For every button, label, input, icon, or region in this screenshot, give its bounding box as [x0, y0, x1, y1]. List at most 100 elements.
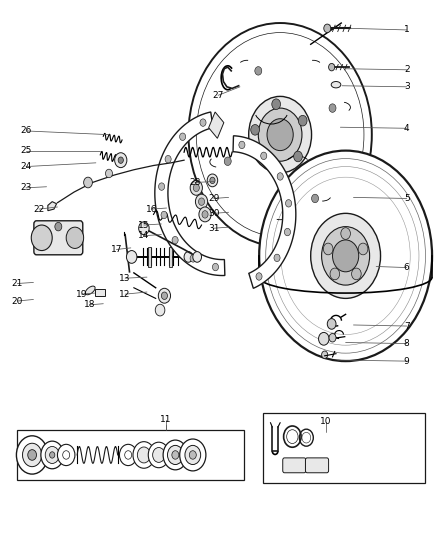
Circle shape: [324, 24, 331, 33]
Circle shape: [158, 288, 170, 303]
Circle shape: [115, 153, 127, 167]
Circle shape: [207, 174, 218, 187]
Circle shape: [155, 304, 165, 316]
Text: 29: 29: [208, 194, 219, 203]
Circle shape: [188, 23, 372, 246]
Circle shape: [311, 194, 318, 203]
Circle shape: [198, 198, 205, 205]
Text: 5: 5: [404, 194, 410, 203]
Circle shape: [224, 157, 231, 165]
Text: 25: 25: [20, 146, 32, 155]
Text: 3: 3: [404, 82, 410, 91]
Circle shape: [293, 151, 302, 162]
Circle shape: [251, 125, 259, 135]
Text: 22: 22: [33, 205, 45, 214]
Text: 14: 14: [138, 231, 150, 240]
Bar: [263, 413, 425, 483]
Circle shape: [172, 237, 178, 244]
Circle shape: [274, 254, 280, 262]
Text: 28: 28: [189, 178, 201, 187]
Circle shape: [163, 440, 187, 470]
Polygon shape: [233, 136, 296, 288]
Text: 31: 31: [208, 224, 219, 233]
Text: 20: 20: [11, 296, 23, 305]
Text: 7: 7: [404, 321, 410, 330]
Circle shape: [189, 451, 196, 459]
Circle shape: [210, 177, 215, 183]
Circle shape: [165, 156, 171, 163]
Circle shape: [185, 446, 201, 465]
Text: 10: 10: [320, 417, 332, 426]
Circle shape: [202, 211, 208, 218]
Circle shape: [199, 207, 211, 222]
Circle shape: [256, 273, 262, 280]
Circle shape: [193, 252, 201, 262]
Text: 6: 6: [404, 263, 410, 272]
Circle shape: [41, 441, 64, 469]
Polygon shape: [169, 247, 172, 266]
Circle shape: [184, 252, 193, 262]
Text: 8: 8: [404, 339, 410, 348]
Circle shape: [161, 292, 167, 300]
Text: 13: 13: [120, 273, 131, 282]
Circle shape: [84, 177, 92, 188]
Circle shape: [358, 243, 368, 255]
Text: 12: 12: [120, 289, 131, 298]
Circle shape: [161, 211, 167, 219]
Text: 24: 24: [21, 162, 32, 171]
Circle shape: [180, 133, 186, 140]
Circle shape: [28, 450, 36, 461]
Circle shape: [272, 99, 280, 109]
Circle shape: [180, 439, 206, 471]
Text: 30: 30: [208, 209, 219, 218]
Circle shape: [57, 445, 75, 466]
Circle shape: [321, 227, 370, 285]
Circle shape: [277, 173, 283, 180]
Circle shape: [45, 447, 59, 464]
Circle shape: [55, 222, 62, 231]
Circle shape: [328, 63, 335, 71]
FancyBboxPatch shape: [34, 221, 83, 255]
Circle shape: [16, 436, 48, 474]
Circle shape: [212, 263, 219, 271]
Circle shape: [239, 141, 245, 149]
Text: 2: 2: [404, 66, 410, 74]
Circle shape: [138, 447, 150, 463]
Circle shape: [286, 200, 292, 207]
Text: 26: 26: [20, 126, 32, 135]
Polygon shape: [155, 112, 225, 276]
Circle shape: [327, 319, 336, 329]
Circle shape: [133, 442, 155, 469]
Circle shape: [267, 119, 293, 151]
Text: 15: 15: [138, 221, 150, 230]
Circle shape: [127, 251, 137, 263]
Polygon shape: [48, 201, 57, 211]
Circle shape: [323, 243, 333, 255]
Circle shape: [318, 333, 329, 345]
Circle shape: [172, 451, 179, 459]
Circle shape: [148, 442, 169, 468]
Ellipse shape: [85, 286, 95, 295]
Circle shape: [264, 157, 273, 167]
Circle shape: [311, 213, 381, 298]
Circle shape: [200, 119, 206, 126]
Polygon shape: [95, 289, 106, 296]
Circle shape: [120, 445, 137, 466]
Circle shape: [341, 228, 350, 239]
FancyBboxPatch shape: [305, 458, 328, 473]
Circle shape: [330, 268, 339, 280]
Circle shape: [249, 96, 311, 173]
Polygon shape: [208, 112, 224, 139]
Text: 11: 11: [160, 415, 172, 424]
Text: 16: 16: [145, 205, 157, 214]
Circle shape: [139, 222, 149, 235]
Circle shape: [193, 184, 199, 191]
Circle shape: [261, 152, 267, 159]
Circle shape: [31, 225, 52, 251]
Text: 27: 27: [212, 91, 224, 100]
Circle shape: [190, 255, 196, 262]
Circle shape: [167, 446, 183, 465]
Ellipse shape: [331, 82, 341, 88]
Circle shape: [118, 157, 124, 164]
Circle shape: [106, 169, 113, 177]
